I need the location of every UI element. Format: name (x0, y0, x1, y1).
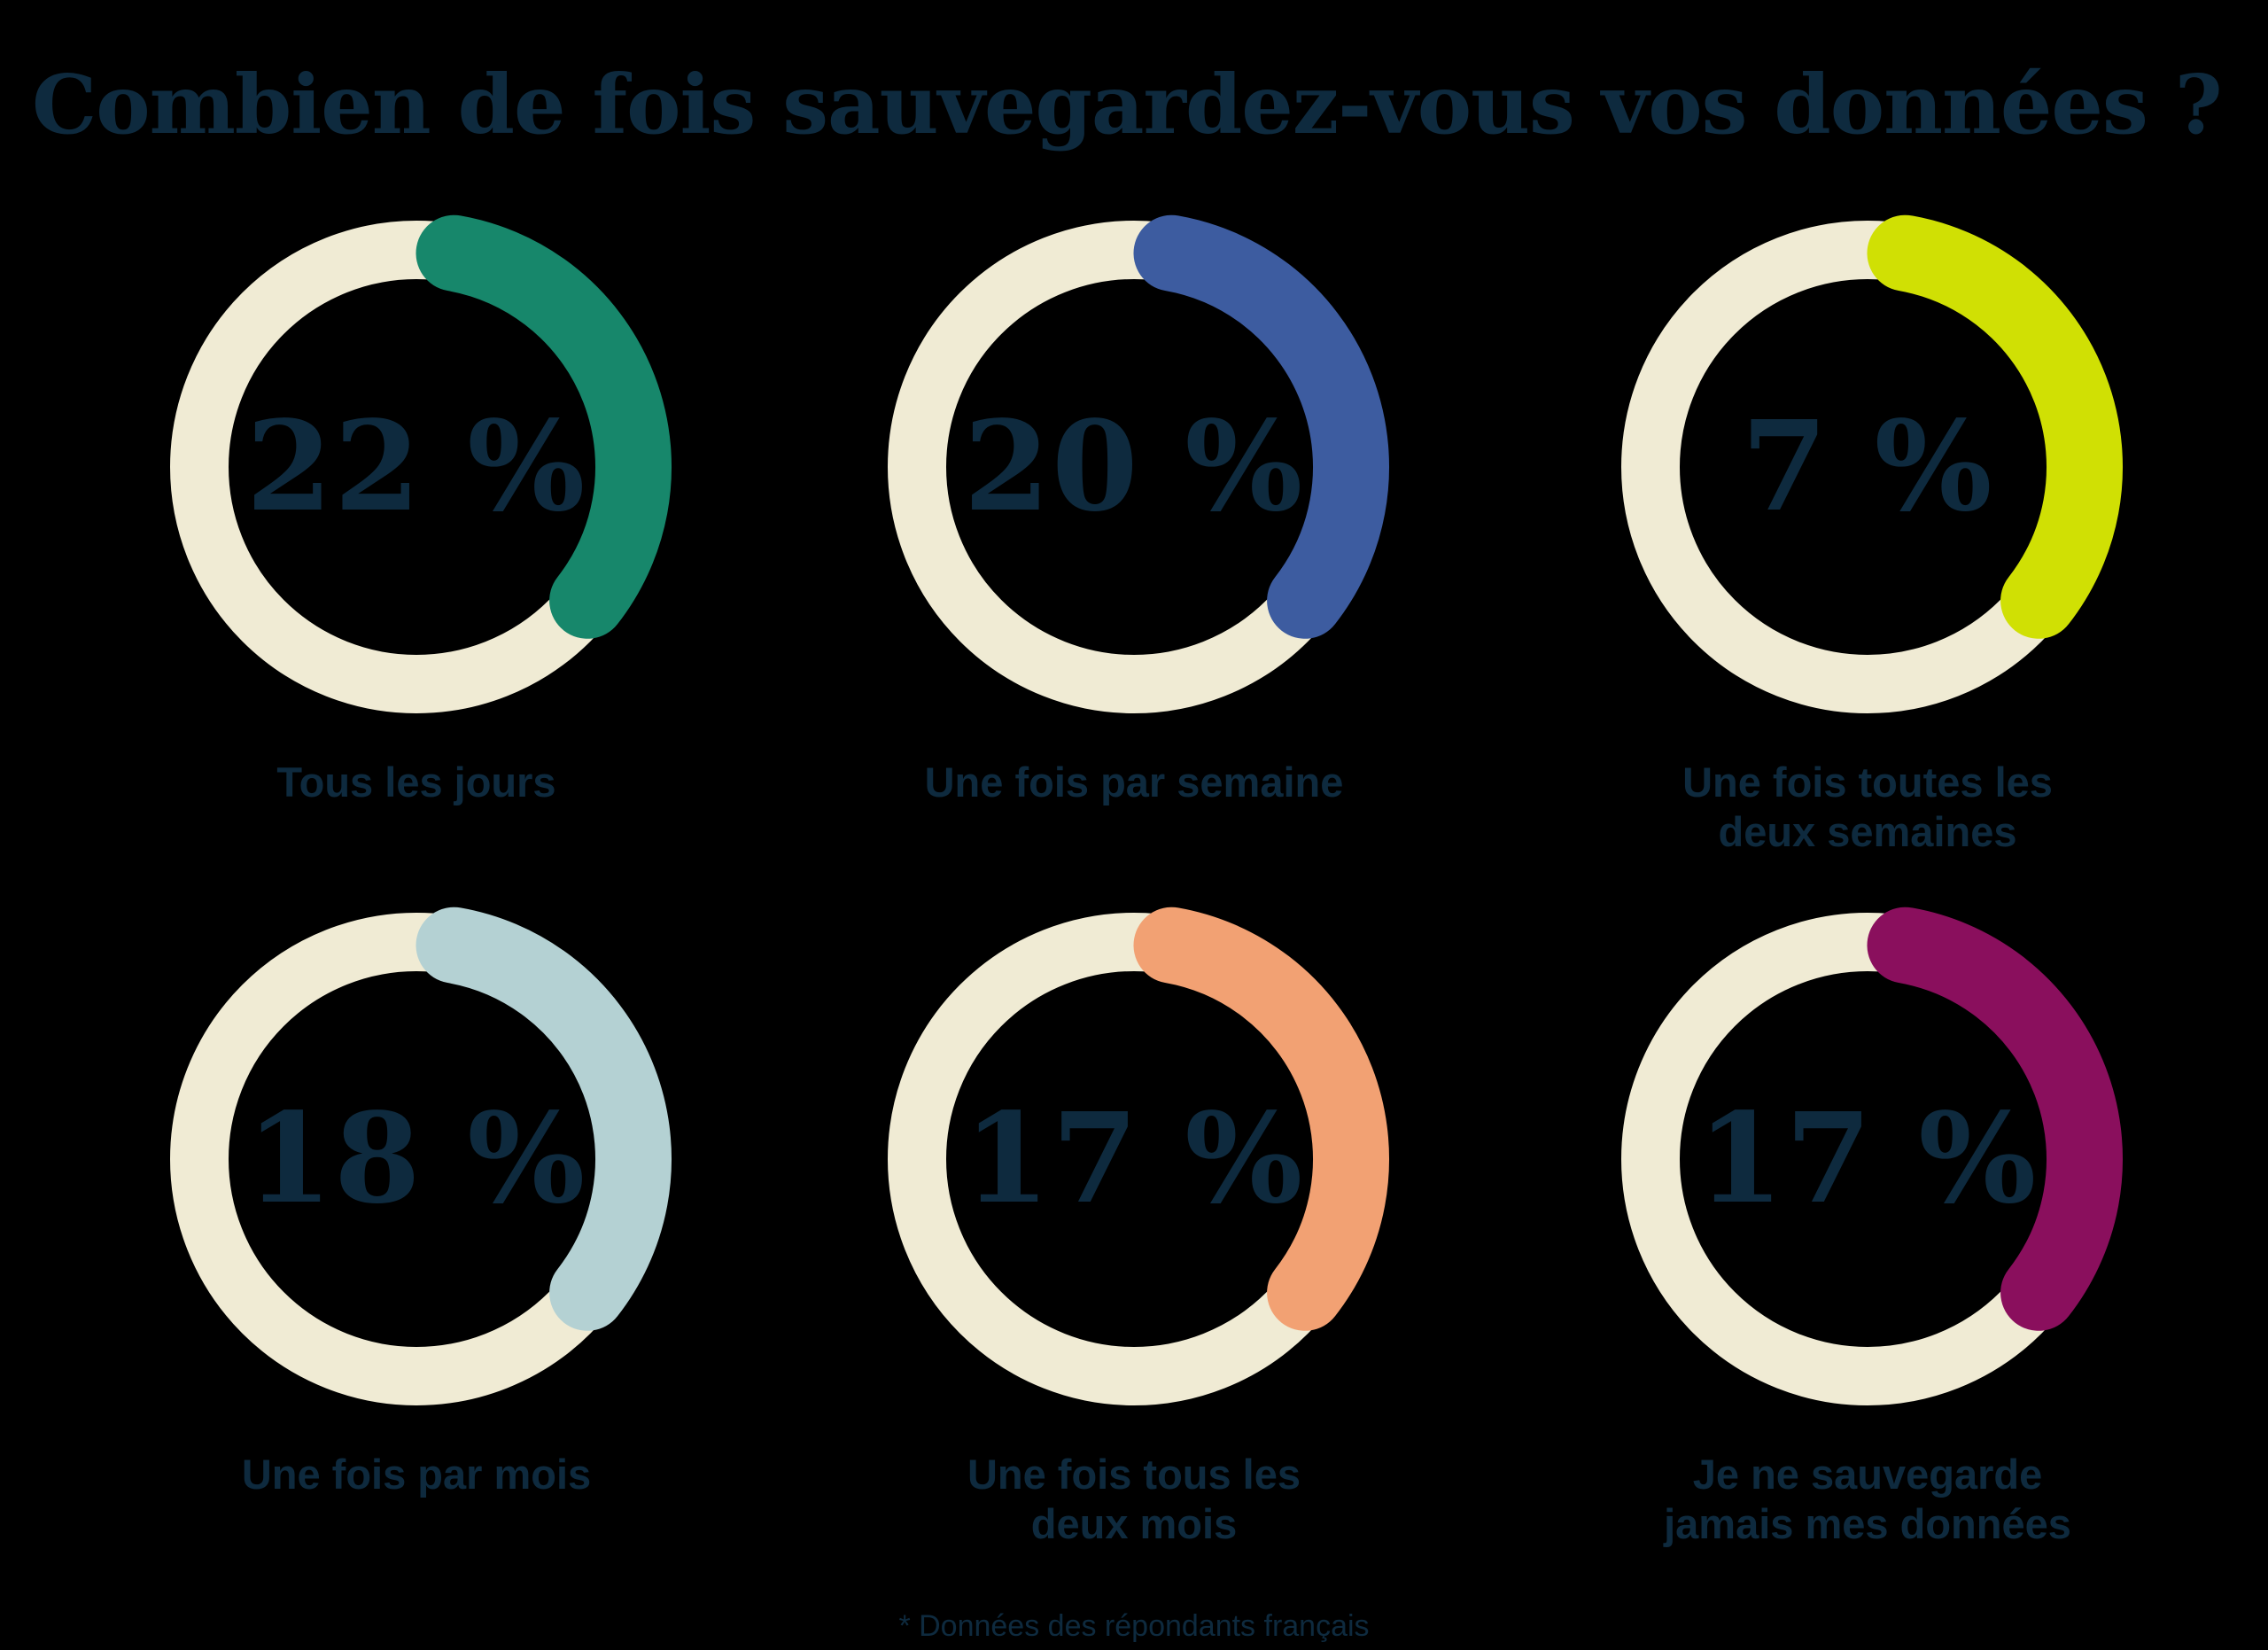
donut-cell: 18 % Une fois par mois (159, 902, 673, 1593)
donut-label: Une fois par semaine (924, 759, 1344, 806)
donut-arc (1133, 214, 1389, 639)
donut-chart (1621, 907, 2123, 1405)
donut-cell: 17 % Je ne sauvegarde jamais mes données (1611, 902, 2124, 1593)
footnote: * Données des répondants français (898, 1609, 1370, 1643)
donut-chart (170, 907, 672, 1405)
donut-cell: 22 % Tous les jours (159, 210, 673, 901)
donut-arc (416, 907, 672, 1331)
donut-arc (1867, 214, 2123, 639)
donut-value: 7 % (1741, 394, 1994, 540)
donut-chart (1621, 214, 2123, 713)
donut-value: 18 % (245, 1086, 587, 1232)
donut-arc (1133, 907, 1389, 1331)
donut-cell: 7 % Une fois toutes les deux semaines (1611, 210, 2124, 901)
donut-chart (170, 214, 672, 713)
donut-value: 22 % (245, 394, 587, 540)
donut-cell: 20 % Une fois par semaine (877, 210, 1391, 901)
donut-arc (1867, 907, 2123, 1331)
donut-chart (888, 214, 1389, 713)
donut-chart (888, 907, 1389, 1405)
donut-label: Une fois par mois (241, 1451, 592, 1498)
donut-value: 20 % (963, 394, 1305, 540)
donut-label: Tous les jours (276, 759, 556, 806)
page-title: Combien de fois sauvegardez-vous vos don… (32, 56, 2223, 152)
donut-cell: 17 % Une fois tous les deux mois (877, 902, 1391, 1593)
donut-label: Je ne sauvegarde jamais mes données (1664, 1451, 2071, 1547)
donut-label: Une fois tous les deux mois (967, 1451, 1301, 1547)
donut-value: 17 % (963, 1086, 1305, 1232)
donut-value: 17 % (1697, 1086, 2039, 1232)
donut-arc (416, 214, 672, 639)
donut-label: Une fois toutes les deux semaines (1682, 759, 2053, 855)
